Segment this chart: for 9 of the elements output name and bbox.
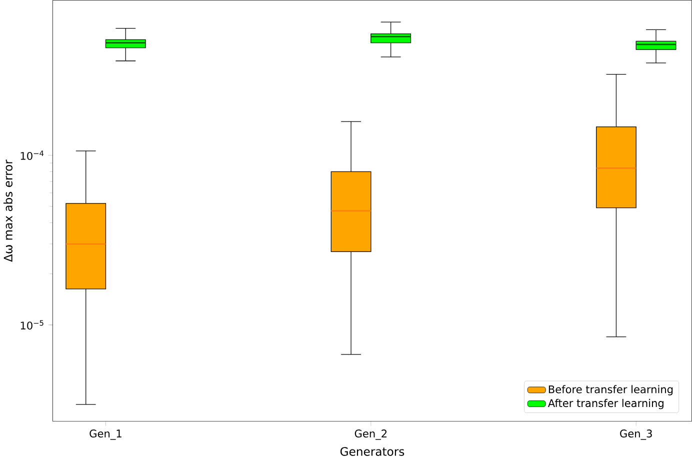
x-tick-label: Gen_2 bbox=[354, 429, 387, 440]
x-tick-label: Gen_3 bbox=[620, 429, 652, 440]
x-axis-title: Generators bbox=[340, 446, 404, 456]
legend-label: Before transfer learning bbox=[548, 384, 673, 396]
y-tick-label: 10$^{−5}$ bbox=[20, 320, 44, 330]
legend-label: After transfer learning bbox=[548, 398, 664, 409]
y-axis-title: Δω max abs error bbox=[4, 159, 12, 262]
y-tick-label: 10$^{−4}$ bbox=[20, 150, 44, 160]
x-tick-label: Gen_1 bbox=[90, 429, 122, 440]
